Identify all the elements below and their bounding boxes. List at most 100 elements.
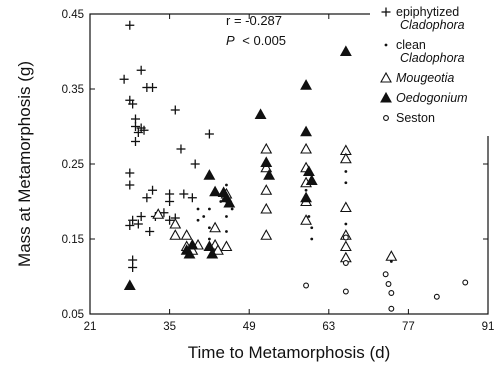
point-seston bbox=[388, 305, 395, 312]
point-epiphytized-cladophora bbox=[187, 193, 197, 203]
point-clean-cladophora bbox=[307, 215, 311, 218]
x-tick-label: 35 bbox=[163, 321, 176, 333]
point-clean-cladophora bbox=[196, 218, 200, 222]
x-tick-label: 91 bbox=[482, 321, 495, 333]
point-epiphytized-cladophora bbox=[190, 159, 200, 169]
point-epiphytized-cladophora bbox=[133, 219, 143, 229]
point-epiphytized-cladophora bbox=[148, 83, 158, 92]
point-epiphytized-cladophora bbox=[125, 180, 135, 190]
point-epiphytized-cladophora bbox=[148, 185, 158, 195]
legend: epiphytizedCladophoracleanCladophoraMoug… bbox=[370, 5, 490, 136]
legend-label: clean bbox=[396, 38, 426, 52]
point-clean-cladophora bbox=[202, 215, 206, 218]
point-epiphytized-cladophora bbox=[165, 197, 175, 206]
point-mougeotia bbox=[260, 229, 273, 240]
r-annotation: r = -0.287 bbox=[226, 13, 282, 28]
y-tick-label: 0.15 bbox=[62, 234, 84, 246]
point-oedogonium bbox=[300, 191, 312, 203]
point-clean-cladophora bbox=[230, 207, 234, 211]
point-clean-cladophora bbox=[225, 230, 228, 233]
point-epiphytized-cladophora bbox=[130, 122, 140, 131]
point-clean-cladophora bbox=[310, 237, 314, 241]
legend-background bbox=[370, 6, 490, 136]
point-clean-cladophora bbox=[208, 237, 211, 241]
point-clean-cladophora bbox=[304, 188, 308, 192]
x-tick-label: 77 bbox=[402, 321, 415, 333]
point-epiphytized-cladophora bbox=[125, 168, 135, 178]
point-oedogonium bbox=[203, 240, 216, 252]
point-oedogonium bbox=[305, 174, 318, 186]
point-mougeotia bbox=[152, 208, 165, 219]
legend-label: epiphytized bbox=[396, 5, 459, 19]
point-clean-cladophora bbox=[310, 226, 314, 230]
point-mougeotia bbox=[300, 142, 312, 154]
point-epiphytized-cladophora bbox=[204, 129, 214, 139]
point-mougeotia bbox=[385, 250, 398, 261]
point-seston bbox=[433, 293, 440, 300]
data-points bbox=[119, 20, 469, 312]
x-tick-label: 49 bbox=[243, 321, 256, 333]
y-tick-label: 0.45 bbox=[62, 9, 84, 21]
point-mougeotia bbox=[169, 217, 182, 229]
point-seston bbox=[385, 281, 392, 287]
point-epiphytized-cladophora bbox=[142, 193, 152, 203]
point-epiphytized-cladophora bbox=[170, 105, 180, 115]
x-tick-label: 21 bbox=[84, 321, 97, 333]
point-mougeotia bbox=[211, 244, 224, 255]
point-mougeotia bbox=[180, 229, 193, 240]
point-oedogonium bbox=[183, 247, 196, 259]
point-oedogonium bbox=[123, 279, 136, 291]
point-epiphytized-cladophora bbox=[179, 189, 189, 199]
legend-label: Cladophora bbox=[400, 18, 465, 32]
x-axis-title: Time to Metamorphosis (d) bbox=[188, 343, 390, 362]
legend-marker-clean-cladophora bbox=[384, 43, 388, 47]
point-seston bbox=[342, 260, 349, 266]
point-seston bbox=[342, 288, 349, 295]
point-epiphytized-cladophora bbox=[165, 215, 175, 225]
point-oedogonium bbox=[302, 165, 315, 177]
legend-marker-oedogonium bbox=[380, 91, 392, 103]
legend-label: Seston bbox=[396, 111, 435, 125]
y-tick-label: 0.25 bbox=[62, 159, 84, 171]
point-oedogonium bbox=[300, 125, 312, 137]
point-mougeotia bbox=[260, 184, 273, 195]
point-epiphytized-cladophora bbox=[128, 215, 138, 225]
point-clean-cladophora bbox=[196, 207, 200, 211]
point-epiphytized-cladophora bbox=[136, 212, 146, 221]
point-mougeotia bbox=[260, 142, 273, 154]
point-clean-cladophora bbox=[208, 207, 211, 211]
point-seston bbox=[382, 271, 389, 278]
point-epiphytized-cladophora bbox=[139, 125, 149, 135]
point-clean-cladophora bbox=[344, 181, 348, 185]
point-oedogonium bbox=[263, 169, 276, 180]
point-oedogonium bbox=[186, 238, 199, 250]
point-clean-cladophora bbox=[344, 222, 348, 226]
point-oedogonium bbox=[223, 196, 236, 208]
legend-label: Cladophora bbox=[400, 51, 465, 65]
point-seston bbox=[342, 234, 349, 241]
point-mougeotia bbox=[339, 152, 352, 164]
p-value: < 0.005 bbox=[242, 33, 286, 48]
p-annotation: P < 0.005 bbox=[226, 33, 286, 48]
point-epiphytized-cladophora bbox=[136, 65, 146, 75]
point-mougeotia bbox=[260, 161, 273, 173]
point-oedogonium bbox=[203, 169, 216, 180]
point-clean-cladophora bbox=[208, 226, 211, 230]
point-clean-cladophora bbox=[225, 215, 228, 218]
legend-label: Oedogonium bbox=[396, 91, 468, 105]
point-mougeotia bbox=[339, 240, 352, 252]
point-epiphytized-cladophora bbox=[130, 137, 140, 146]
point-mougeotia bbox=[209, 221, 222, 233]
point-epiphytized-cladophora bbox=[159, 208, 169, 218]
point-mougeotia bbox=[169, 229, 182, 240]
point-seston bbox=[303, 282, 310, 289]
y-tick-label: 0.35 bbox=[62, 84, 84, 96]
y-axis-title: Mass at Metamorphosis (g) bbox=[15, 61, 34, 267]
point-epiphytized-cladophora bbox=[145, 227, 155, 236]
point-mougeotia bbox=[339, 201, 352, 213]
point-seston bbox=[462, 279, 469, 286]
point-mougeotia bbox=[220, 240, 233, 252]
point-epiphytized-cladophora bbox=[128, 263, 138, 272]
point-oedogonium bbox=[254, 108, 267, 120]
